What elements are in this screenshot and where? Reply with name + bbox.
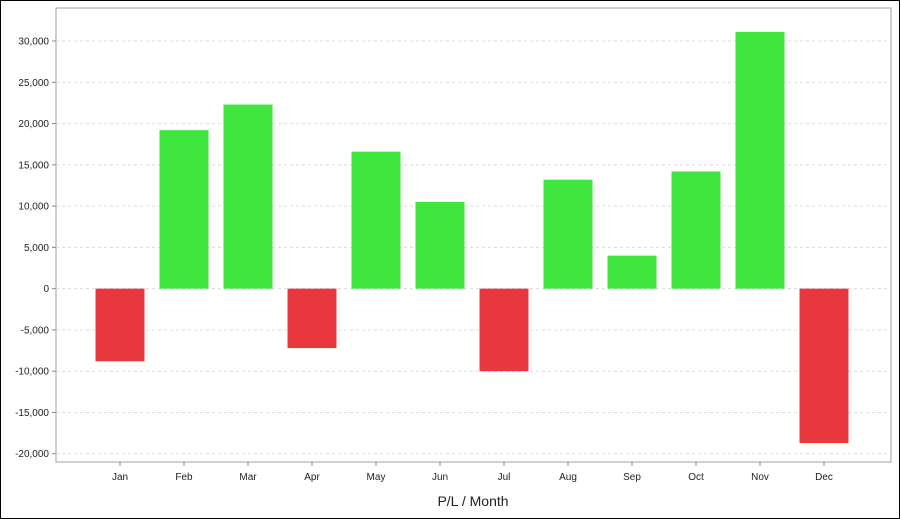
y-axis-ticks: -20,000 -15,000 -10,000 -5,000 0 5,000 10,000 1… (15, 37, 56, 460)
y-tick-label: -20,000 (15, 449, 49, 460)
bar-jul (479, 288, 529, 372)
x-tick-label: Apr (304, 472, 320, 483)
bar-jan (95, 288, 145, 362)
bar-apr (287, 288, 337, 349)
y-tick-label: -10,000 (15, 367, 49, 378)
bar-jun (415, 201, 465, 289)
x-axis-ticks: Jan Feb Mar Apr May Jun Jul Aug Sep Oct Nov Dec (112, 462, 833, 483)
x-tick-label: Mar (239, 472, 257, 483)
bar-nov (735, 31, 785, 289)
y-tick-label: 20,000 (18, 119, 49, 130)
bar-mar (223, 104, 273, 289)
y-tick-label: 0 (43, 284, 49, 295)
x-tick-label: Feb (175, 472, 193, 483)
bar-feb (159, 130, 209, 289)
bar-dec (799, 288, 849, 444)
x-tick-label: Jul (498, 472, 511, 483)
x-tick-label: May (367, 472, 386, 483)
x-axis-title: P/L / Month (437, 493, 508, 509)
y-tick-label: -15,000 (15, 408, 49, 419)
y-tick-label: 30,000 (18, 37, 49, 48)
x-tick-label: Jun (432, 472, 448, 483)
bar-may (351, 151, 401, 289)
bar-aug (543, 179, 593, 289)
y-tick-label: 10,000 (18, 202, 49, 213)
y-tick-label: 15,000 (18, 160, 49, 171)
x-tick-label: Sep (623, 472, 641, 483)
x-tick-label: Nov (751, 472, 769, 483)
x-tick-label: Jan (112, 472, 128, 483)
y-tick-label: -5,000 (21, 325, 50, 336)
y-tick-label: 5,000 (24, 243, 49, 254)
x-tick-label: Oct (688, 472, 704, 483)
bars (95, 31, 849, 444)
x-tick-label: Aug (559, 472, 577, 483)
bar-sep (607, 255, 657, 289)
x-tick-label: Dec (815, 472, 833, 483)
y-tick-label: 25,000 (18, 78, 49, 89)
bar-oct (671, 171, 721, 289)
